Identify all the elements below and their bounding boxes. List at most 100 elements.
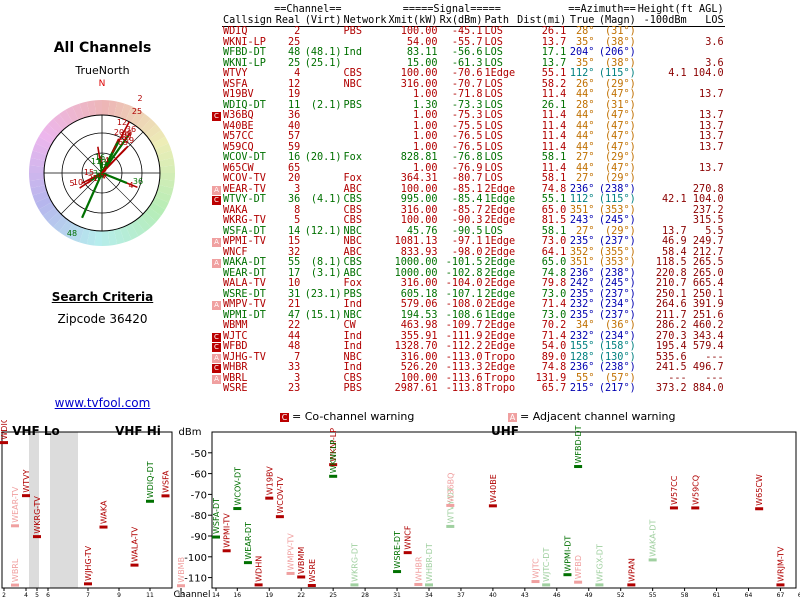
cell-h100: 250.1: [655, 288, 687, 300]
table-row[interactable]: WKNI-LP 25 54.00 -55.7 LOS 13.7 35° (38°) 3.6: [222, 36, 725, 49]
radar-channel-label: 2: [137, 94, 142, 103]
table-row[interactable]: WEAR-DT 17 (3.1) ABC 1000.00 -102.8 2Edge 74.8 2…: [222, 268, 725, 280]
table-row[interactable]: W57CC 57 1.00 -76.5 LOS 11.4 44° (47°) 13.7: [222, 131, 725, 143]
cell-real: 33: [288, 362, 301, 373]
radar-channel-label: 4: [128, 181, 133, 190]
cell-dist: 58.2: [541, 78, 567, 90]
cell-callsign: WNCF: [223, 246, 248, 258]
cell-real: 12: [288, 78, 301, 90]
cell-real: 8: [294, 204, 301, 216]
table-row[interactable]: WPMI-DT 47 (15.1) NBC 194.53 -108.6 1Edge 73.0 2…: [222, 310, 725, 322]
table-row[interactable]: WJTC 44 Ind 355.91 -111.9 2Edge 71.4 232° (234°)…: [222, 330, 725, 343]
tvfool-site-link[interactable]: www.tvfool.com: [54, 396, 151, 410]
table-row[interactable]: W65CW 65 1.00 -76.9 LOS 11.4 44° (47°) 13.7: [222, 162, 725, 175]
column-header: Xmit(kW): [387, 14, 439, 27]
table-row[interactable]: WAKA 8 CBS 316.00 -85.7 2Edge 65.0 351° (353°) 23…: [222, 204, 725, 217]
radar-channel-label: 12: [117, 118, 127, 127]
radar-channel-label: 15: [84, 168, 94, 177]
compass-color-segment: [86, 229, 96, 246]
table-row[interactable]: WHBR 33 Ind 526.20 -113.3 2Edge 74.8 236° (238°)…: [222, 362, 725, 374]
cell-callsign: WJTC: [223, 330, 248, 342]
cell-xmit: 100.00: [400, 215, 438, 226]
cell-callsign: WBMM: [223, 320, 248, 331]
cell-virt: [301, 206, 342, 217]
cell-rx: -73.3: [451, 99, 483, 111]
uhf-label: UHF: [491, 424, 519, 438]
cell-dist: 13.7: [541, 36, 567, 48]
cell-magn: (47°): [605, 162, 636, 174]
table-row[interactable]: WTVY-DT 36 (4.1) CBS 995.00 -85.4 1Edge 55.1 112…: [222, 194, 725, 206]
station-level-label: WPAN: [627, 558, 636, 582]
table-row[interactable]: WEAR-TV 3 ABC 100.00 -85.1 2Edge 74.8 236° (238°…: [222, 183, 725, 196]
vhf-panel: [1, 431, 173, 589]
x-tick-label: 9: [117, 592, 121, 599]
table-row[interactable]: WFBD 48 Ind 1328.70 -112.2 2Edge 54.0 155° (158°…: [222, 341, 725, 353]
x-tick-label: 31: [393, 592, 401, 599]
x-tick-label: 37: [457, 592, 465, 599]
table-row[interactable]: WCOV-DT 16 (20.1) Fox 828.81 -76.8 LOS 58.1 27° (…: [222, 152, 725, 164]
compass-color-segment: [140, 211, 157, 228]
cell-callsign: WCOV-DT: [223, 152, 266, 163]
table-row[interactable]: WPMI-TV 15 NBC 1081.13 -97.1 1Edge 73.0 235° (23…: [222, 236, 725, 248]
cell-h100: [637, 153, 688, 164]
table-row[interactable]: W36BQ 36 1.00 -75.3 LOS 11.4 44° (47°) 13.7: [222, 110, 725, 122]
table-row[interactable]: WNCF 32 ABC 833.93 -98.0 2Edge 64.1 352° (355°) 5…: [222, 246, 725, 259]
cell-h100: 210.7: [655, 278, 687, 289]
cell-xmit: 833.93: [400, 246, 438, 258]
cell-xmit: 316.00: [400, 351, 438, 363]
table-row[interactable]: WSFA 12 NBC 316.00 -70.7 LOS 58.2 26° (29°): [222, 78, 725, 91]
cell-dist: 54.0: [541, 341, 567, 352]
compass-color-segment: [72, 225, 85, 243]
cell-rx: -45.1: [451, 26, 483, 37]
table-row[interactable]: WKRG-TV 5 CBS 100.00 -90.3 2Edge 81.5 243° (245°…: [222, 215, 725, 227]
compass-color-segment: [145, 207, 162, 222]
table-row[interactable]: WAKA-DT 55 (8.1) CBS 1000.00 -101.5 2Edge 65.0 3…: [222, 257, 725, 269]
table-row[interactable]: WMPV-TV 21 Ind 579.06 -108.0 2Edge 71.4 232° (23…: [222, 299, 725, 311]
cell-true: 44°: [576, 131, 595, 142]
compass-color-segment: [53, 216, 68, 233]
radar-channel-label: 3: [101, 158, 106, 167]
radar-channel-label: 31: [93, 169, 103, 178]
cell-rx: -70.7: [451, 78, 483, 90]
cell-rx: -104.0: [445, 278, 483, 289]
x-tick-label: 55: [649, 592, 657, 599]
station-level-label: W65CW: [755, 474, 764, 506]
vhf-lo-label: VHF Lo: [12, 424, 60, 438]
table-row[interactable]: WJHG-TV 7 NBC 316.00 -113.0 Tropo 89.0 128° (130…: [222, 351, 725, 364]
table-row[interactable]: WSFA-DT 14 (12.1) NBC 45.76 -90.5 LOS 58.1 27° (2…: [222, 226, 725, 238]
table-row[interactable]: WSRE-DT 31 (23.1) PBS 605.18 -107.1 2Edge 73.0 2…: [222, 288, 725, 301]
cell-los: 250.1: [692, 288, 724, 300]
table-row[interactable]: W40BE 40 1.00 -75.5 LOS 11.4 44° (47°) 13.7: [222, 121, 725, 133]
table-row[interactable]: WKNI-LP 25 (25.1) 15.00 -61.3 LOS 13.7 35° (38°)…: [222, 58, 725, 70]
table-row[interactable]: WDIQ 2 PBS 100.00 -45.1 LOS 26.1 28° (31°): [222, 26, 725, 38]
station-level-bar: [627, 583, 636, 587]
table-row[interactable]: W19BV 19 1.00 -71.8 LOS 11.4 44° (47°) 13.7: [222, 89, 725, 101]
search-criteria-link[interactable]: Search Criteria: [51, 290, 154, 304]
station-level-bar: [393, 570, 402, 574]
x-tick-label: 6: [46, 592, 50, 599]
cell-real: 32: [288, 246, 301, 258]
table-row[interactable]: WSRE 23 PBS 2987.61 -113.8 Tropo 65.7 215° (217°…: [222, 383, 725, 395]
x-tick-label: 19: [265, 592, 273, 599]
table-row[interactable]: WFBD-DT 48 (48.1) Ind 83.11 -56.6 LOS 17.1 204°(…: [222, 47, 725, 59]
cell-los: 579.4: [692, 341, 724, 352]
table-row[interactable]: WCOV-TV 20 Fox 364.31 -80.7 LOS 58.1 27° (29°): [222, 173, 725, 185]
compass-color-segment: [148, 130, 166, 144]
cell-dist: 73.0: [541, 288, 567, 300]
table-row[interactable]: WDIQ-DT 11 (2.1) PBS 1.30 -73.3 LOS 26.1 28° (31°…: [222, 99, 725, 112]
table-row[interactable]: WALA-TV 10 Fox 316.00 -104.0 2Edge 79.8 242° (24…: [222, 278, 725, 290]
cell-path: 2Edge: [484, 288, 516, 300]
compass-color-segment: [29, 165, 45, 173]
table-row[interactable]: WTVY 4 CBS 100.00 -70.6 1Edge 55.1 112° (115°) 4.…: [222, 68, 725, 80]
cell-true: 236°: [569, 183, 595, 195]
table-row[interactable]: WBMM 22 CW 463.98 -109.7 2Edge 70.2 34° (36°) 286…: [222, 320, 725, 332]
height-group-header: Height(ft AGL): [637, 4, 724, 15]
cell-rx: -113.0: [445, 351, 483, 363]
table-row[interactable]: WBRL 3 CBS 100.00 -113.6 Tropo 131.9 55° (57°) --…: [222, 372, 725, 385]
cell-real: 3: [294, 372, 301, 384]
radar-channel-label: 5: [69, 179, 74, 188]
cell-path: 1Edge: [484, 194, 516, 205]
table-row[interactable]: W59CQ 59 1.00 -76.5 LOS 11.4 44° (47°) 13.7: [222, 142, 725, 154]
station-level-bar: [233, 507, 242, 511]
station-level-bar: [307, 584, 316, 588]
